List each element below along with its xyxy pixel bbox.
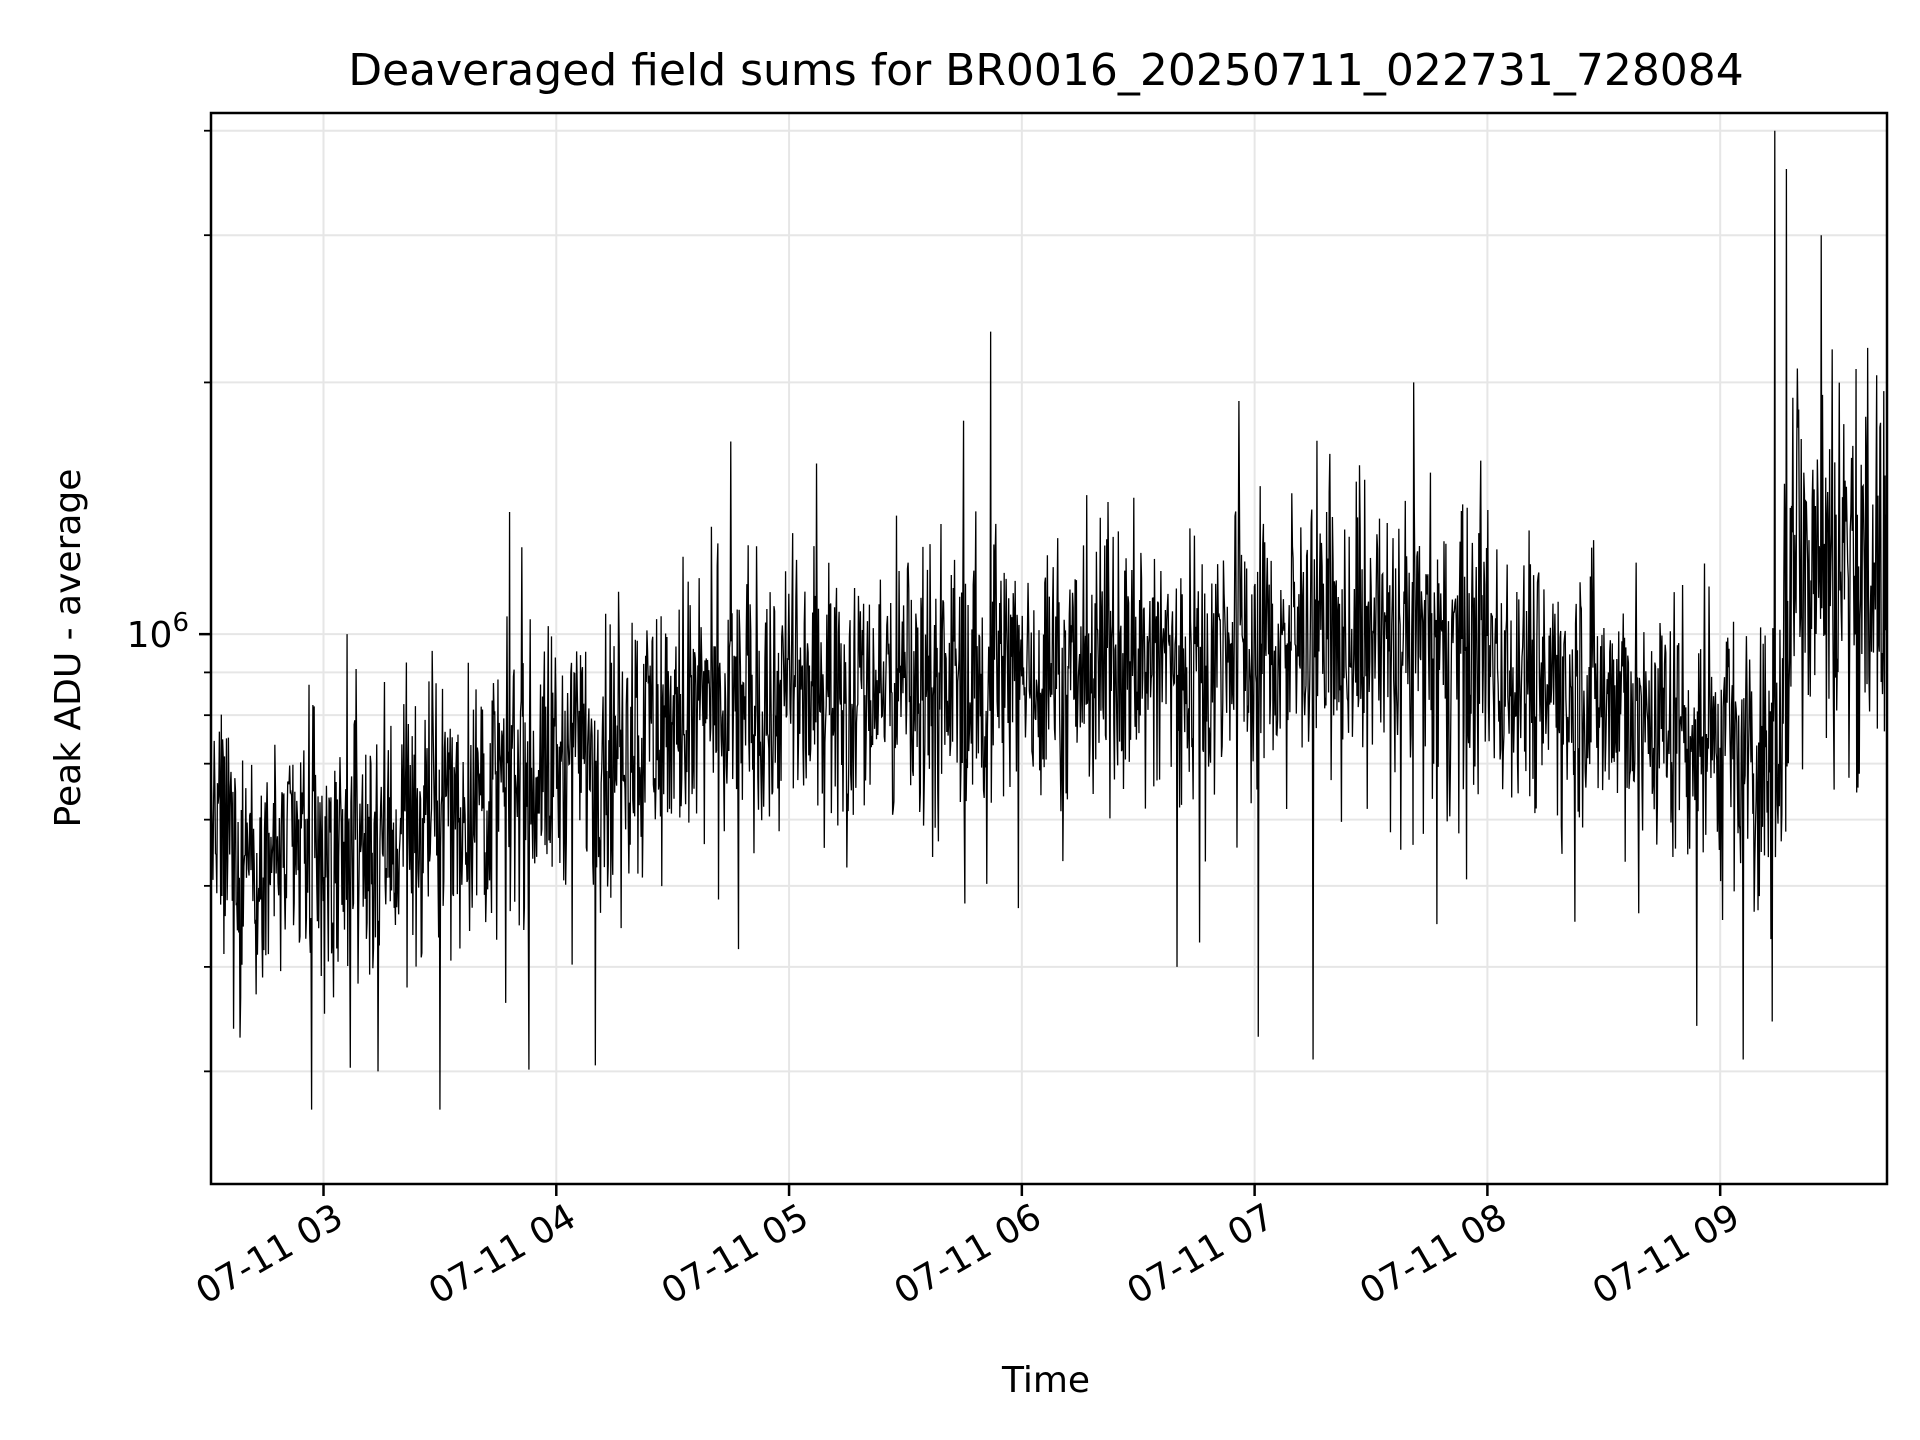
- y-tick-label: 106: [127, 608, 189, 656]
- y-axis-label: Peak ADU - average: [48, 469, 89, 828]
- chart-title: Deaveraged field sums for BR0016_2025071…: [348, 45, 1744, 96]
- series-line: [211, 130, 1887, 1110]
- plot-frame: [209, 111, 1889, 1186]
- series-clip: [211, 130, 1887, 1110]
- y-axis: 106: [127, 129, 211, 1073]
- x-axis-label: Time: [1001, 1360, 1090, 1401]
